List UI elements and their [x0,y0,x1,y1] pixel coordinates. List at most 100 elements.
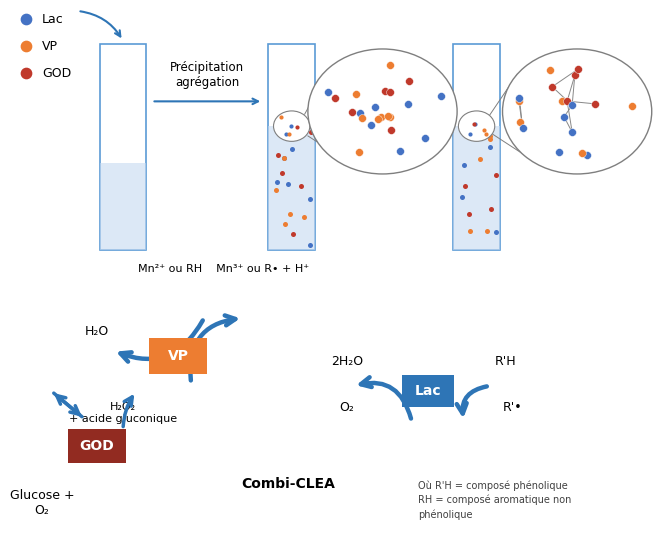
Point [275,112,286,121]
Point [491,171,502,180]
Point [482,227,492,236]
Text: Glucose +
O₂: Glucose + O₂ [10,489,74,517]
Text: Combi-CLEA: Combi-CLEA [241,477,335,491]
Text: 2H₂O: 2H₂O [330,355,363,368]
Point [557,97,568,105]
Point [379,87,390,96]
Point [373,114,383,123]
Point [514,97,524,106]
Circle shape [502,49,652,174]
Point [572,65,583,74]
Point [436,92,446,100]
Text: Réticulation: Réticulation [349,68,419,81]
Point [582,150,593,159]
Point [375,113,386,121]
Point [351,89,362,98]
Point [490,227,501,236]
Point [485,143,496,152]
Point [481,130,491,138]
Point [347,108,358,116]
Bar [100,163,146,250]
Point [385,61,396,70]
Point [385,126,396,135]
Point [419,133,430,142]
Point [305,127,316,136]
Point [485,135,496,144]
Point [355,109,366,117]
Point [282,126,293,135]
Point [460,182,471,191]
Point [366,120,377,129]
Text: Lac: Lac [42,13,63,26]
Point [459,161,470,170]
Point [369,103,380,112]
Point [305,194,316,203]
Point [271,186,282,194]
Point [465,226,475,235]
Point [295,182,306,191]
Text: Lac: Lac [414,384,442,399]
Point [567,101,578,110]
Text: GOD: GOD [80,439,114,453]
Point [469,120,480,128]
Point [278,154,289,163]
Point [287,144,297,153]
Point [272,150,283,159]
Bar [268,43,315,250]
Bar [453,126,500,250]
Point [486,205,496,214]
Point [627,102,637,110]
Text: Mn²⁺ ou RH    Mn³⁺ ou R• + H⁺: Mn²⁺ ou RH Mn³⁺ ou R• + H⁺ [138,264,309,273]
Point [277,169,288,178]
Point [283,179,293,188]
Text: Où R'H = composé phénolique
RH = composé aromatique non
phénolique: Où R'H = composé phénolique RH = composé… [418,480,572,520]
Point [286,121,296,130]
Point [384,88,395,97]
Text: O₂: O₂ [339,401,354,414]
Point [354,148,364,157]
Point [305,240,315,249]
Point [284,210,295,219]
FancyBboxPatch shape [403,376,453,407]
Point [395,147,405,156]
Bar [100,43,146,250]
FancyBboxPatch shape [68,429,126,462]
Point [590,99,600,108]
Point [288,229,299,238]
Text: VP: VP [42,40,58,53]
Point [298,212,309,221]
Bar [453,43,500,250]
Text: R'•: R'• [502,401,522,414]
Point [469,120,479,128]
Point [281,129,292,138]
Point [515,117,525,126]
Point [20,15,31,24]
Point [570,71,580,80]
Point [465,130,475,138]
Point [554,147,564,156]
Point [567,128,578,137]
Point [292,123,302,132]
Text: R'H: R'H [495,355,517,368]
Point [383,111,393,120]
Circle shape [459,111,494,141]
Text: Précipitation
agrégation: Précipitation agrégation [171,60,245,88]
Point [403,99,414,108]
Text: H₂O: H₂O [85,325,109,338]
Point [479,125,489,134]
Point [278,153,289,162]
Point [485,132,495,141]
Point [330,94,340,103]
Text: GOD: GOD [42,67,71,80]
Point [472,129,483,138]
Point [547,82,557,91]
Point [559,113,569,121]
Text: H₂O₂
+ acide gluconique: H₂O₂ + acide gluconique [69,402,177,424]
Circle shape [308,49,457,174]
Bar [268,126,315,250]
Point [463,210,474,219]
Point [457,193,467,201]
Point [323,87,333,96]
Point [284,130,295,138]
Point [545,66,555,75]
